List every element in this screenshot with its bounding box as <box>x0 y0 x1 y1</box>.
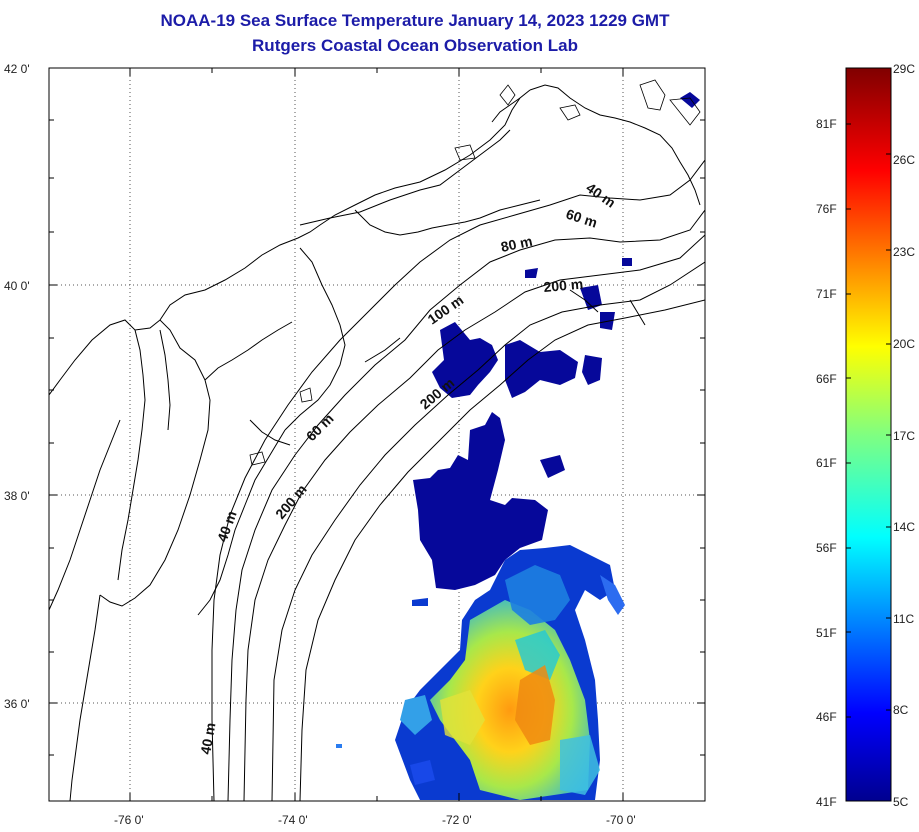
lon-label: -74 0' <box>278 813 308 827</box>
map-subtitle: Rutgers Coastal Ocean Observation Lab <box>252 36 578 55</box>
coastline <box>49 84 701 801</box>
axis-ticks <box>49 68 706 801</box>
coastal-detail <box>249 79 701 466</box>
colorbar <box>845 67 892 802</box>
fahrenheit-label: 61F <box>816 456 837 470</box>
lat-axis-labels: 42 0' 40 0' 38 0' 36 0' <box>4 62 30 711</box>
lat-label: 40 0' <box>4 279 30 293</box>
fahrenheit-label: 41F <box>816 795 837 809</box>
fahrenheit-label: 66F <box>816 372 837 386</box>
celsius-label: 11C <box>893 612 914 626</box>
colorbar-celsius-labels: 29C 26C 23C 20C 17C 14C 11C 8C 5C <box>893 62 915 809</box>
contour-label: 200 m <box>543 276 584 295</box>
celsius-label: 5C <box>893 795 909 809</box>
grid-lines <box>49 68 705 801</box>
lat-label: 42 0' <box>4 62 30 76</box>
fahrenheit-label: 76F <box>816 202 837 216</box>
celsius-label: 23C <box>893 245 915 259</box>
celsius-label: 20C <box>893 337 915 351</box>
celsius-label: 14C <box>893 520 915 534</box>
contour-label: 80 m <box>499 233 534 255</box>
fahrenheit-label: 56F <box>816 541 837 555</box>
colorbar-ticks <box>846 123 891 718</box>
map-frame <box>48 67 706 802</box>
fahrenheit-label: 71F <box>816 287 837 301</box>
celsius-label: 8C <box>893 703 909 717</box>
bathymetry-contours <box>211 159 705 801</box>
lat-label: 36 0' <box>4 697 30 711</box>
celsius-label: 29C <box>893 62 915 76</box>
contour-label: 40 m <box>197 721 218 755</box>
fahrenheit-label: 51F <box>816 626 837 640</box>
celsius-label: 17C <box>893 429 915 443</box>
celsius-label: 26C <box>893 153 915 167</box>
lon-label: -70 0' <box>606 813 636 827</box>
sst-data-layer <box>336 92 700 800</box>
fahrenheit-label: 81F <box>816 117 837 131</box>
colorbar-fahrenheit-labels: 81F 76F 71F 66F 61F 56F 51F 46F 41F <box>816 117 837 809</box>
fahrenheit-label: 46F <box>816 710 837 724</box>
map-title: NOAA-19 Sea Surface Temperature January … <box>160 11 670 30</box>
lon-axis-labels: -76 0' -74 0' -72 0' -70 0' <box>114 813 636 827</box>
lat-label: 38 0' <box>4 489 30 503</box>
lon-label: -72 0' <box>442 813 472 827</box>
lon-label: -76 0' <box>114 813 144 827</box>
